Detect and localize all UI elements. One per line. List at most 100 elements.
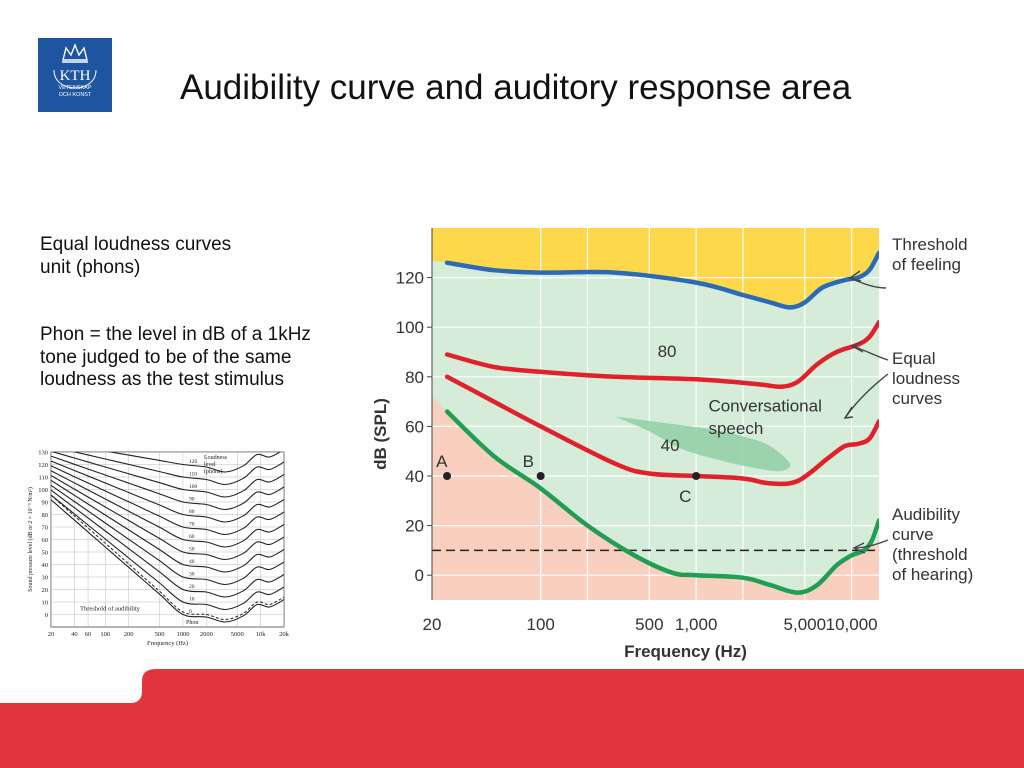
crown-icon: KTH VETENSKAP OCH KONST bbox=[53, 43, 97, 98]
thumb-phon-label: 0 bbox=[189, 609, 192, 615]
point-label: B bbox=[523, 452, 534, 471]
thumb-phon-curve bbox=[72, 452, 284, 486]
callout-text: curves bbox=[892, 389, 942, 408]
x-tick-label: 10,000 bbox=[826, 615, 878, 634]
thumb-phon-label: 100 bbox=[189, 484, 198, 490]
x-tick-label: 500 bbox=[635, 615, 663, 634]
thumb-x-tick-label: 20 bbox=[48, 631, 55, 638]
thumb-x-tick-label: 500 bbox=[155, 631, 165, 638]
logo-subtext: OCH KONST bbox=[59, 92, 92, 98]
footer-bar bbox=[0, 669, 1024, 768]
thumb-phon-label: 10 bbox=[189, 597, 195, 603]
note-line: Equal loudness curves bbox=[40, 234, 232, 255]
thumb-x-tick-label: 40 bbox=[71, 631, 78, 638]
y-tick-label: 60 bbox=[405, 417, 424, 436]
thumb-phon-label: 60 bbox=[189, 534, 195, 540]
speech-region bbox=[614, 416, 791, 472]
thumb-phon-curve bbox=[51, 489, 284, 598]
series-line bbox=[444, 409, 879, 595]
callout-text: Threshold bbox=[892, 235, 968, 254]
thumb-x-tick-label: 100 bbox=[100, 631, 110, 638]
thumb-threshold-label: Threshold of audibility bbox=[80, 605, 141, 612]
note-line: tone judged to be of the same bbox=[40, 346, 292, 368]
arrowhead bbox=[848, 270, 862, 282]
thumb-x-tick-label: 10k bbox=[256, 631, 266, 638]
data-point bbox=[536, 472, 545, 480]
thumb-y-tick-label: 100 bbox=[38, 487, 48, 494]
thumb-phon-curve bbox=[51, 475, 284, 561]
audibility-chart: A B C 80 40 Conversational speech 0 20 40 60 80 100… bbox=[371, 228, 973, 661]
note-equal-loudness: Equal loudness curves unit (phons) bbox=[40, 234, 231, 279]
y-tick-label: 120 bbox=[396, 269, 424, 288]
point-label: C bbox=[679, 487, 691, 506]
callout-text: Audibility bbox=[892, 505, 961, 524]
thumb-legend-title: level bbox=[204, 462, 216, 468]
logo-text: KTH bbox=[60, 68, 91, 84]
thumb-y-tick-label: 20 bbox=[42, 587, 49, 594]
x-tick-label: 5,000 bbox=[784, 615, 827, 634]
note-line: Phon = the level in dB of a 1kHz bbox=[40, 324, 311, 345]
x-tick-label: 20 bbox=[423, 615, 442, 634]
kth-logo: KTH VETENSKAP OCH KONST bbox=[38, 38, 112, 112]
callout-text: of hearing) bbox=[892, 565, 973, 584]
thumb-phon-label: 20 bbox=[189, 584, 195, 590]
callout-text: Equal bbox=[892, 349, 935, 368]
thumb-phon-curve bbox=[51, 479, 284, 573]
y-tick-label: 20 bbox=[405, 517, 424, 536]
thumb-x-tick-label: 60 bbox=[85, 631, 92, 638]
thumb-y-tick-label: 0 bbox=[45, 612, 48, 619]
data-point bbox=[443, 472, 452, 480]
thumb-y-tick-label: 60 bbox=[42, 537, 49, 544]
thumb-y-tick-label: 70 bbox=[42, 525, 49, 532]
thumb-y-axis-label: Sound pressure level (dB re 2 × 10⁻⁵ N/m… bbox=[27, 487, 34, 592]
logo-subtext: VETENSKAP bbox=[58, 85, 91, 91]
thumb-phon-curve bbox=[51, 470, 284, 548]
thumb-y-tick-label: 30 bbox=[42, 575, 49, 582]
thumb-curves bbox=[51, 452, 284, 623]
marks-group: A B C 80 40 Conversational speech bbox=[436, 342, 822, 506]
thumb-phon-label: 50 bbox=[189, 547, 195, 553]
y-tick-label: 40 bbox=[405, 467, 424, 486]
feeling-region bbox=[432, 228, 879, 308]
thumb-y-tick-label: 10 bbox=[42, 600, 49, 607]
thumb-phon-curve bbox=[51, 499, 284, 623]
thumb-y-tick-label: 110 bbox=[38, 475, 48, 482]
x-tick-label: 100 bbox=[526, 615, 554, 634]
annotation-label: Conversational bbox=[708, 397, 821, 416]
thumb-phon-label: 70 bbox=[189, 522, 195, 528]
curve-label: 40 bbox=[661, 436, 680, 455]
y-tick-label: 0 bbox=[415, 566, 424, 585]
thumb-phon-curve bbox=[107, 452, 281, 473]
series-line bbox=[444, 374, 879, 487]
thumb-x-tick-label: 20k bbox=[279, 631, 290, 638]
thumb-x-tick-label: 5000 bbox=[231, 631, 244, 638]
thumb-phon-curve bbox=[51, 460, 284, 523]
data-point bbox=[692, 472, 701, 480]
y-tick-label: 80 bbox=[405, 368, 424, 387]
slide-title: Audibility curve and auditory response a… bbox=[180, 68, 852, 107]
thumb-phon-label: 30 bbox=[189, 572, 195, 578]
arrowhead bbox=[843, 406, 854, 419]
thumb-x-tick-label: 200 bbox=[124, 631, 134, 638]
thumb-y-tick-label: 80 bbox=[42, 512, 49, 519]
arrowhead bbox=[852, 542, 866, 554]
curve-label: 80 bbox=[658, 342, 677, 361]
thumb-y-tick-label: 40 bbox=[42, 562, 49, 569]
thumb-legend-title: Loudness bbox=[204, 455, 228, 461]
callout-text: curve bbox=[892, 525, 934, 544]
callout-arrow bbox=[853, 539, 889, 549]
x-axis-label: Frequency (Hz) bbox=[624, 642, 747, 661]
thumb-x-tick-label: 2000 bbox=[200, 631, 213, 638]
thumb-phon-curve bbox=[51, 494, 284, 611]
thumb-phon-label: 80 bbox=[189, 509, 195, 515]
thumb-y-tick-label: 50 bbox=[42, 550, 49, 557]
note-line: loudness as the test stimulus bbox=[40, 369, 284, 390]
y-tick-label: 100 bbox=[396, 318, 424, 337]
thumb-phon-label: 110 bbox=[189, 472, 197, 478]
speech-blob bbox=[614, 416, 791, 472]
thumb-y-tick-label: 120 bbox=[38, 462, 48, 469]
thumb-x-tick-label: 1000 bbox=[176, 631, 189, 638]
thumb-phon-curve bbox=[51, 452, 284, 498]
